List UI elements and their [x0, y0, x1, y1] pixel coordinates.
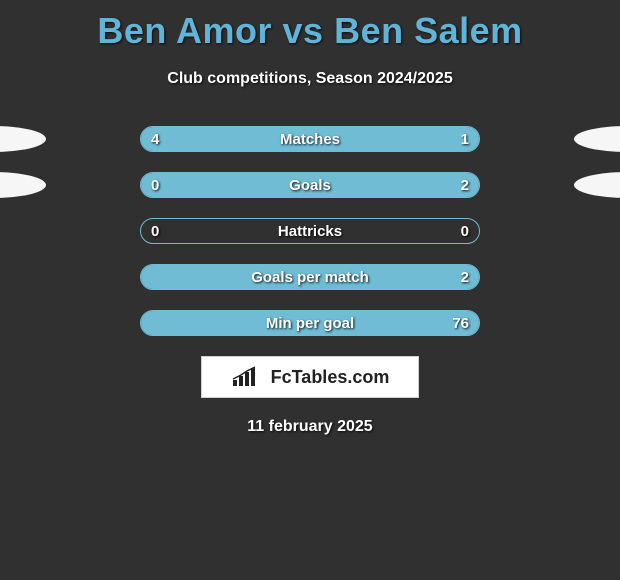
subtitle: Club competitions, Season 2024/2025: [0, 70, 620, 88]
page-title: Ben Amor vs Ben Salem: [0, 0, 620, 52]
value-left: 0: [151, 177, 159, 194]
stat-label: Goals per match: [251, 269, 369, 286]
stat-label: Min per goal: [266, 315, 354, 332]
stat-bar: 0 2 Goals: [140, 172, 480, 198]
logo-box: FcTables.com: [201, 356, 419, 398]
value-right: 2: [461, 269, 469, 286]
stat-row: 0 2 Goals: [70, 172, 550, 198]
value-right: 76: [452, 315, 469, 332]
player-right-marker: [574, 126, 620, 152]
stat-label: Hattricks: [278, 223, 342, 240]
player-left-marker: [0, 126, 46, 152]
bars-icon: [231, 366, 265, 388]
logo-text: FcTables.com: [271, 367, 390, 388]
stat-bar: 4 1 Matches: [140, 126, 480, 152]
stat-label: Goals: [289, 177, 331, 194]
stat-bar: 0 0 Hattricks: [140, 218, 480, 244]
stat-row: 0 0 Hattricks: [70, 218, 550, 244]
value-right: 0: [461, 223, 469, 240]
player-right-marker: [574, 172, 620, 198]
stat-label: Matches: [280, 131, 340, 148]
bar-fill-left: [141, 127, 411, 151]
value-left: 4: [151, 131, 159, 148]
value-right: 2: [461, 177, 469, 194]
value-left: 0: [151, 223, 159, 240]
player-left-marker: [0, 172, 46, 198]
comparison-chart: 4 1 Matches 0 2 Goals 0 0 Hattricks 2 Goals per ma…: [70, 126, 550, 336]
stat-bar: 76 Min per goal: [140, 310, 480, 336]
stat-bar: 2 Goals per match: [140, 264, 480, 290]
stat-row: 76 Min per goal: [70, 310, 550, 336]
stat-row: 4 1 Matches: [70, 126, 550, 152]
date-text: 11 february 2025: [0, 418, 620, 436]
value-right: 1: [461, 131, 469, 148]
stat-row: 2 Goals per match: [70, 264, 550, 290]
